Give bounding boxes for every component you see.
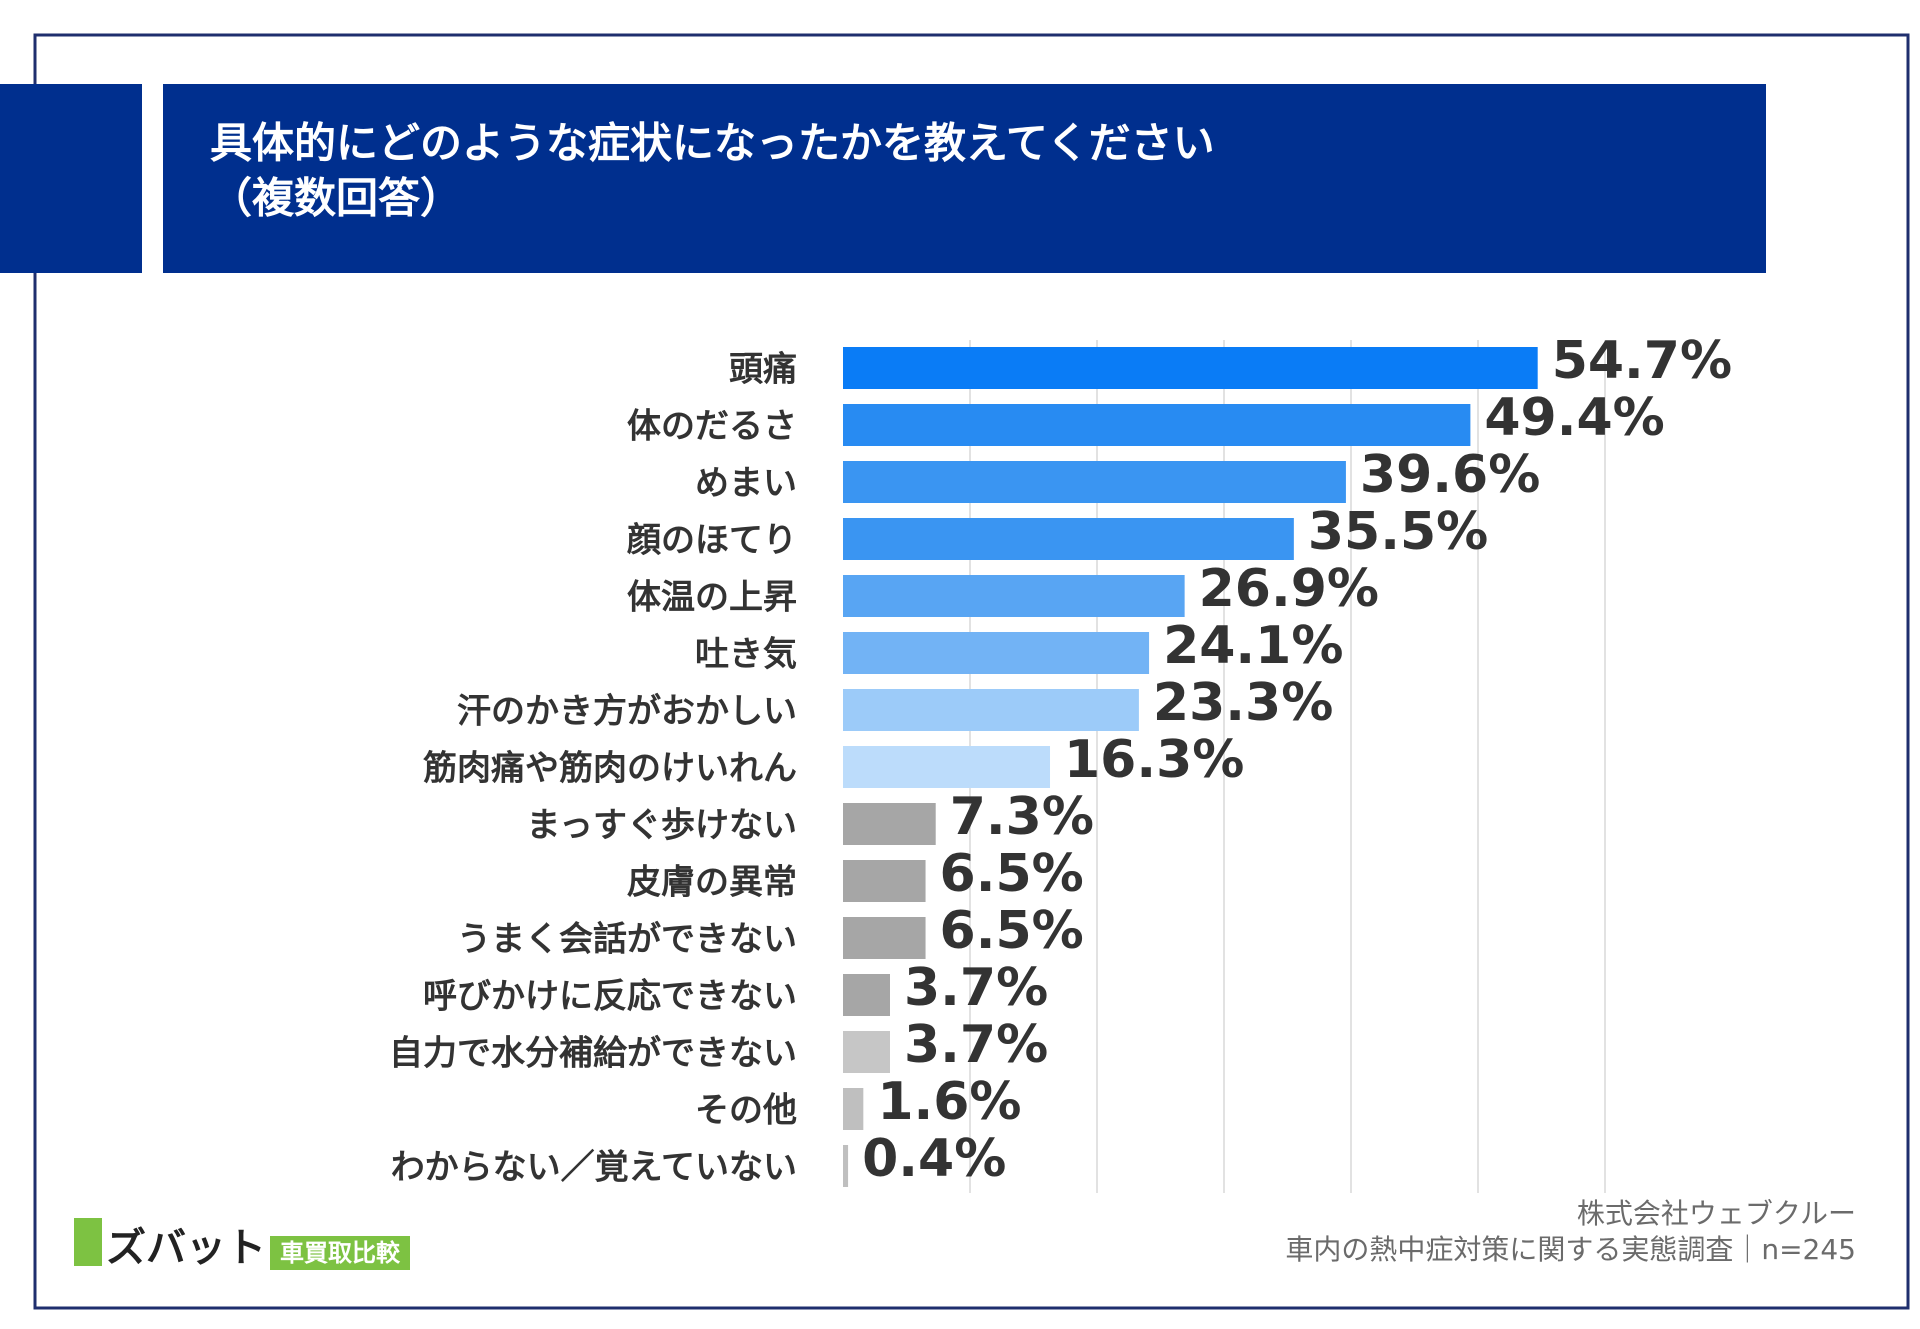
bar [843, 632, 1150, 674]
bar [843, 404, 1471, 446]
value-label: 49.4% [1484, 388, 1664, 448]
header-band [163, 84, 1766, 273]
value-label: 6.5% [940, 901, 1084, 961]
chart-subtitle: （複数回答） [210, 174, 462, 223]
value-label: 0.4% [862, 1129, 1006, 1189]
source-survey: 車内の熱中症対策に関する実態調査｜n=245 [1285, 1233, 1856, 1266]
logo-tag: 車買取比較 [280, 1239, 401, 1267]
bar [843, 1145, 849, 1187]
category-label: 自力で水分補給ができない [389, 1034, 797, 1074]
value-label: 35.5% [1308, 502, 1488, 562]
value-label: 39.6% [1360, 445, 1540, 505]
bar [843, 461, 1346, 503]
category-label: めまい [695, 464, 797, 504]
bar [843, 860, 926, 902]
value-label: 54.7% [1552, 331, 1732, 391]
value-label: 24.1% [1163, 616, 1343, 676]
category-label: 体のだるさ [627, 407, 797, 447]
category-label: わからない／覚えていない [391, 1148, 797, 1188]
bar [843, 803, 936, 845]
bar [843, 746, 1051, 788]
category-label: 顔のほてり [627, 521, 797, 561]
value-label: 7.3% [950, 787, 1094, 847]
category-label: その他 [695, 1091, 797, 1131]
chart-title: 具体的にどのような症状になったかを教えてください [210, 119, 1215, 168]
category-label: 呼びかけに反応できない [423, 977, 797, 1017]
value-label: 16.3% [1064, 730, 1244, 790]
category-label: うまく会話ができない [457, 920, 797, 960]
logo-icon [74, 1218, 102, 1266]
value-label: 3.7% [904, 1015, 1048, 1075]
bar [843, 974, 890, 1016]
value-label: 23.3% [1153, 673, 1333, 733]
value-label: 1.6% [877, 1072, 1021, 1132]
value-label: 26.9% [1199, 559, 1379, 619]
category-label: 筋肉痛や筋肉のけいれん [423, 749, 797, 789]
bar [843, 689, 1139, 731]
logo-tag-box [270, 1236, 410, 1270]
category-label: 体温の上昇 [627, 578, 797, 618]
category-label: 皮膚の異常 [627, 863, 797, 903]
category-label: まっすぐ歩けない [526, 806, 797, 846]
value-label: 3.7% [904, 958, 1048, 1018]
bar [843, 917, 926, 959]
category-label: 頭痛 [729, 350, 797, 390]
header-block [0, 84, 142, 273]
bar [843, 575, 1185, 617]
bar [843, 518, 1294, 560]
bar [843, 1088, 864, 1130]
bar [843, 1031, 890, 1073]
category-label: 吐き気 [695, 635, 797, 675]
bar [843, 347, 1538, 389]
plot: 頭痛 54.7% 体のだるさ 49.4% めまい 39.6% 顔のほてり 35.5% 体温の上昇… [389, 331, 1732, 1193]
category-label: 汗のかき方がおかしい [457, 692, 797, 732]
frame [33, 33, 1910, 1310]
logo-text: ズバット [106, 1225, 266, 1271]
value-label: 6.5% [940, 844, 1084, 904]
source-company: 株式会社ウェブクルー [1577, 1197, 1856, 1230]
